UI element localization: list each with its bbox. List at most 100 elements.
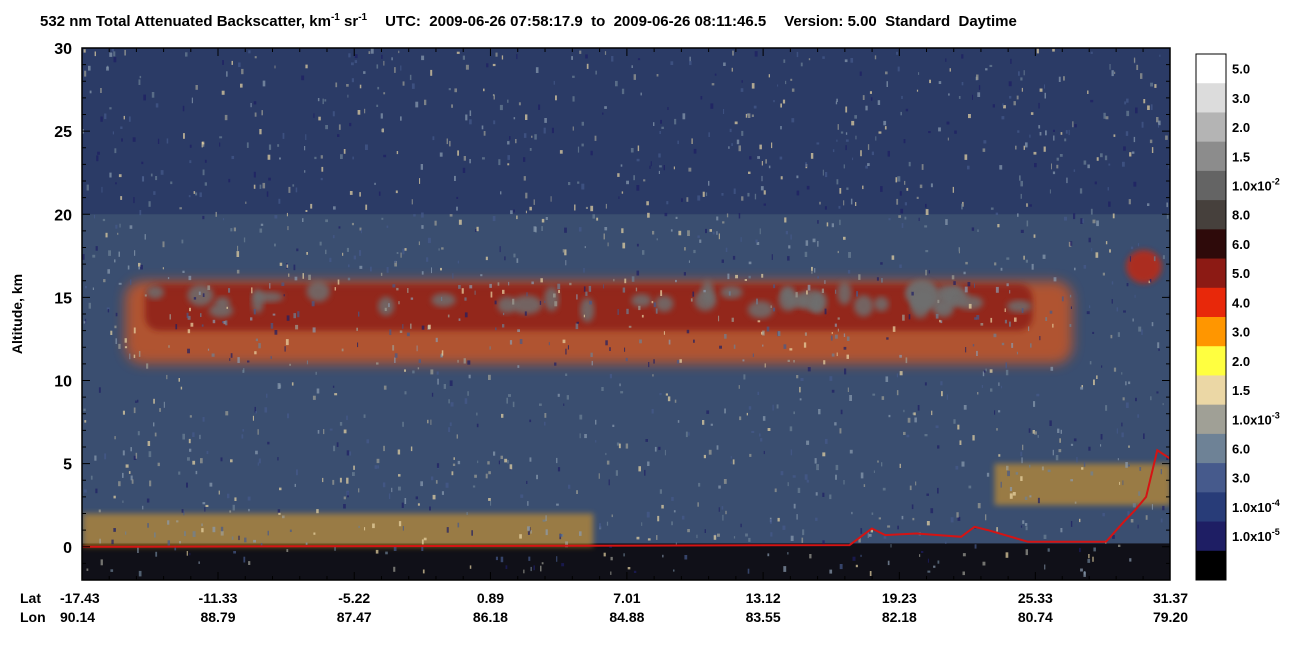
- noise-speck: [772, 404, 774, 411]
- noise-speck: [835, 474, 837, 480]
- noise-speck: [771, 254, 773, 260]
- lat-tick-label: 13.12: [746, 590, 781, 606]
- noise-speck: [843, 164, 845, 169]
- noise-speck: [761, 161, 763, 166]
- noise-speck: [312, 327, 316, 333]
- noise-speck: [1109, 64, 1111, 70]
- noise-speck: [380, 272, 383, 276]
- noise-speck: [107, 269, 110, 274]
- noise-speck: [1080, 218, 1083, 224]
- y-tick-label: 5: [63, 457, 72, 474]
- noise-speck: [198, 291, 201, 295]
- noise-speck: [393, 546, 397, 551]
- noise-speck: [1116, 428, 1118, 434]
- noise-speck: [1096, 375, 1098, 379]
- noise-speck: [544, 421, 546, 426]
- noise-speck: [664, 449, 666, 456]
- noise-speck: [404, 498, 407, 504]
- noise-speck: [995, 212, 999, 216]
- noise-speck: [854, 115, 857, 119]
- noise-speck: [559, 150, 563, 154]
- noise-speck: [795, 292, 798, 298]
- noise-speck: [305, 542, 308, 545]
- noise-speck: [120, 196, 123, 200]
- noise-speck: [1005, 362, 1007, 369]
- noise-speck: [1047, 548, 1050, 552]
- noise-speck: [1108, 201, 1111, 207]
- noise-speck: [476, 226, 479, 232]
- noise-speck: [155, 103, 159, 108]
- noise-speck: [138, 570, 142, 577]
- noise-speck: [940, 320, 943, 324]
- noise-speck: [388, 303, 390, 308]
- noise-speck: [500, 556, 504, 563]
- lat-tick-label: 7.01: [613, 590, 640, 606]
- noise-speck: [799, 398, 802, 401]
- noise-speck: [676, 360, 680, 364]
- noise-speck: [674, 399, 677, 403]
- noise-speck: [201, 142, 205, 147]
- noise-speck: [815, 517, 818, 521]
- colorbar-swatch: [1196, 550, 1226, 581]
- noise-speck: [505, 565, 508, 569]
- noise-speck: [674, 118, 677, 125]
- noise-speck: [1122, 161, 1125, 167]
- noise-speck: [375, 549, 379, 554]
- noise-speck: [968, 114, 971, 119]
- noise-speck: [603, 552, 606, 557]
- noise-speck: [277, 144, 280, 147]
- noise-speck: [1052, 48, 1055, 52]
- noise-speck: [874, 55, 877, 60]
- noise-speck: [784, 217, 787, 223]
- noise-speck: [274, 330, 278, 335]
- noise-speck: [456, 434, 458, 439]
- noise-speck: [982, 371, 985, 377]
- noise-speck: [804, 474, 808, 480]
- noise-speck: [1042, 254, 1046, 259]
- noise-speck: [260, 223, 264, 226]
- noise-speck: [397, 449, 401, 455]
- noise-speck: [1125, 462, 1128, 468]
- noise-speck: [1051, 163, 1052, 170]
- noise-speck: [801, 537, 804, 543]
- noise-speck: [1005, 369, 1009, 376]
- y-tick-label: 0: [63, 540, 72, 557]
- noise-speck: [358, 488, 360, 493]
- noise-speck: [339, 477, 342, 483]
- noise-speck: [725, 510, 727, 515]
- noise-speck: [763, 203, 766, 206]
- noise-speck: [186, 551, 188, 556]
- noise-speck: [204, 182, 207, 186]
- noise-speck: [157, 462, 160, 467]
- noise-speck: [718, 233, 720, 240]
- noise-speck: [705, 192, 708, 197]
- noise-speck: [267, 441, 270, 445]
- noise-speck: [1036, 393, 1040, 397]
- noise-speck: [747, 568, 750, 574]
- noise-speck: [562, 339, 566, 344]
- noise-speck: [166, 138, 169, 144]
- noise-speck: [1037, 497, 1040, 504]
- y-tick-label: 20: [54, 207, 72, 224]
- noise-speck: [259, 129, 262, 135]
- noise-speck: [850, 58, 854, 63]
- noise-speck: [1090, 471, 1094, 476]
- noise-speck: [1147, 105, 1150, 110]
- noise-speck: [1017, 213, 1019, 217]
- noise-speck: [357, 110, 361, 115]
- noise-speck: [721, 506, 724, 510]
- noise-speck: [584, 434, 587, 439]
- noise-speck: [498, 159, 501, 166]
- noise-speck: [429, 506, 431, 511]
- noise-speck: [281, 282, 285, 286]
- noise-speck: [599, 523, 601, 529]
- noise-speck: [476, 412, 478, 416]
- noise-speck: [757, 320, 761, 323]
- noise-speck: [777, 517, 780, 522]
- noise-speck: [811, 266, 813, 271]
- noise-speck: [288, 186, 291, 193]
- noise-speck: [937, 445, 940, 449]
- noise-speck: [817, 220, 819, 224]
- noise-speck: [642, 250, 645, 255]
- noise-speck: [615, 80, 618, 87]
